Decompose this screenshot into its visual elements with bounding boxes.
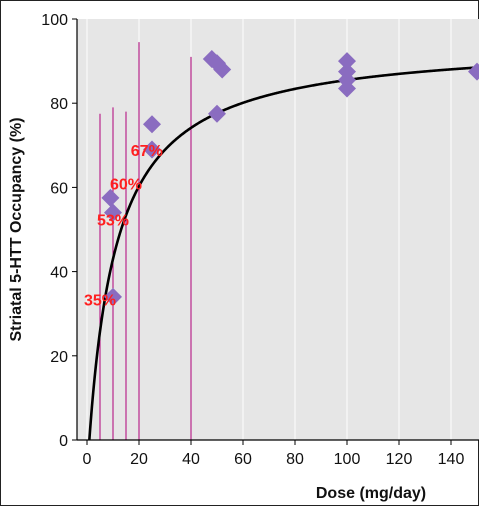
data-point <box>338 52 356 71</box>
occupancy-annotation: 53% <box>97 212 129 229</box>
y-tick-label: 0 <box>59 433 68 450</box>
y-tick-label: 40 <box>50 265 68 282</box>
x-axis-title: Dose (mg/day) <box>316 485 426 502</box>
data-point <box>208 104 226 123</box>
data-point <box>338 79 356 98</box>
data-point <box>101 188 120 207</box>
data-point <box>104 203 122 222</box>
x-tick-label: 20 <box>130 451 148 468</box>
data-point <box>202 49 221 68</box>
y-axis-title: Striatal 5-HTT Occupancy (%) <box>8 117 25 341</box>
data-point <box>468 62 479 81</box>
axes <box>72 18 479 445</box>
y-tick-label: 20 <box>50 349 68 366</box>
y-tick-label: 60 <box>50 180 68 197</box>
occupancy-annotation: 60% <box>110 177 142 194</box>
x-tick-label: 60 <box>234 451 252 468</box>
data-point <box>143 140 161 159</box>
annotations: 35% 53% 60% 67% <box>84 143 163 309</box>
x-tick-label: 140 <box>438 451 465 468</box>
x-tick-label: 100 <box>334 451 361 468</box>
data-point <box>104 287 122 306</box>
vertical-markers <box>99 42 192 440</box>
x-tick-label: 120 <box>386 451 413 468</box>
plot-area <box>77 19 479 440</box>
emax-curve <box>88 66 477 441</box>
data-points <box>101 49 479 306</box>
data-point <box>213 60 232 79</box>
tick-labels: 0 20 40 60 80 100 120 140 0 20 40 60 80 100 <box>41 12 464 468</box>
occupancy-annotation: 35% <box>84 292 116 309</box>
occupancy-annotation: 67% <box>131 143 163 160</box>
x-tick-label: 80 <box>286 451 304 468</box>
data-point <box>143 115 161 134</box>
x-tick-label: 40 <box>182 451 200 468</box>
y-tick-label: 80 <box>50 96 68 113</box>
x-tick-label: 0 <box>83 451 92 468</box>
y-tick-label: 100 <box>41 12 68 29</box>
